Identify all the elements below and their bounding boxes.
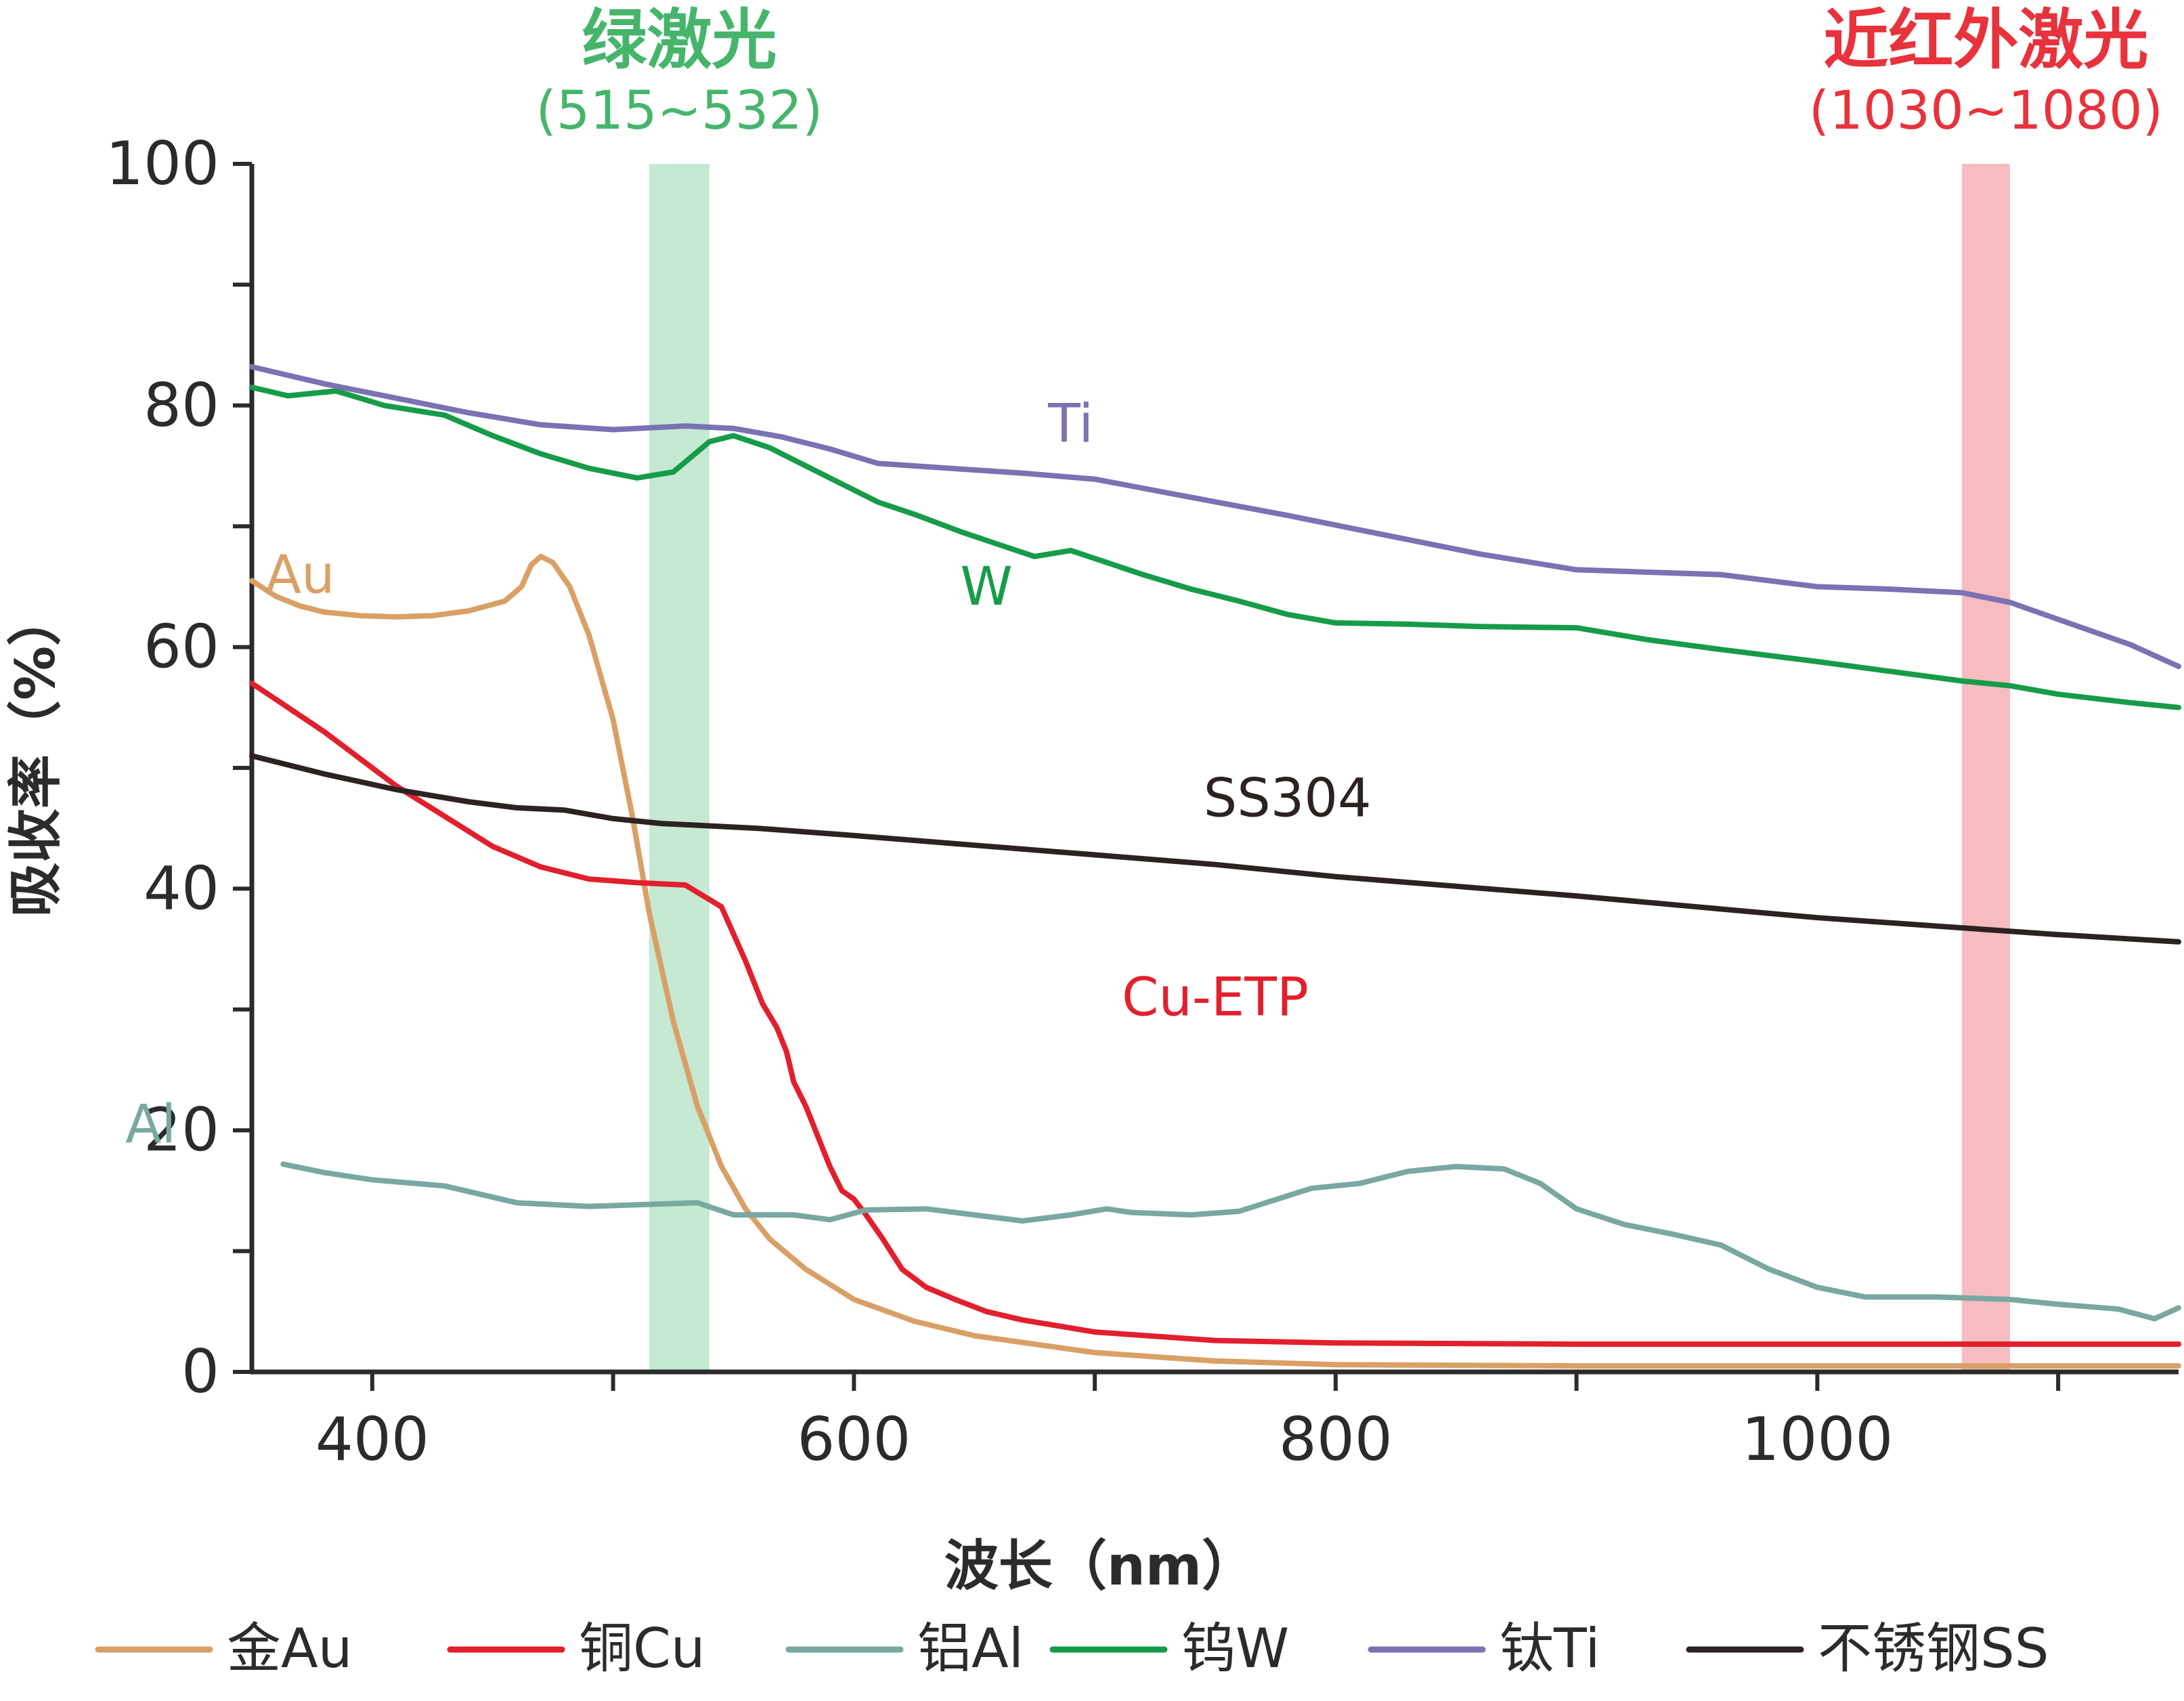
series-label-0: Au bbox=[265, 544, 335, 605]
x-axis-title: 波长（nm） bbox=[944, 1534, 1256, 1597]
laser-bands: 绿激光(515~532) 近红外激光(1030~1080) bbox=[536, 2, 2163, 1372]
series-line-0 bbox=[249, 553, 2181, 1369]
series-line-5 bbox=[249, 753, 2181, 945]
y-axis-title: 吸收率（%） bbox=[4, 592, 67, 917]
series-label-5: SS304 bbox=[1204, 768, 1372, 829]
y-tick-label: 60 bbox=[144, 612, 219, 682]
x-tick-label: 1000 bbox=[1741, 1404, 1893, 1474]
laser-band-0 bbox=[649, 164, 709, 1372]
laser-band-title: 绿激光 bbox=[582, 2, 777, 78]
series-labels: Au Cu-ETP Al W Ti SS304 bbox=[125, 393, 1372, 1155]
y-tick-label: 20 bbox=[144, 1095, 219, 1165]
legend-label-0: 金Au bbox=[227, 1617, 352, 1680]
legend-label-1: 铜Cu bbox=[579, 1617, 705, 1680]
y-tick-label: 80 bbox=[144, 370, 219, 440]
series-label-4: Ti bbox=[1047, 393, 1093, 454]
y-tick-label: 0 bbox=[181, 1337, 219, 1406]
laser-band-range: (515~532) bbox=[536, 81, 823, 142]
series-label-1: Cu-ETP bbox=[1122, 968, 1309, 1029]
series-line-4 bbox=[249, 364, 2181, 670]
legend: 金Au 铜Cu 铝Al 钨W 钛Ti 不锈钢SS bbox=[95, 1617, 2049, 1680]
y-tick-label: 100 bbox=[106, 129, 219, 198]
x-tick-label: 600 bbox=[797, 1404, 911, 1474]
laser-band-1 bbox=[1961, 164, 2010, 1372]
series-line-2 bbox=[280, 1161, 2181, 1322]
legend-label-5: 不锈钢SS bbox=[1818, 1617, 2049, 1680]
y-tick-label: 40 bbox=[144, 853, 219, 923]
legend-label-2: 铝Al bbox=[917, 1617, 1024, 1680]
series-label-3: W bbox=[960, 557, 1012, 618]
series-line-1 bbox=[249, 681, 2181, 1347]
series-lines bbox=[249, 364, 2181, 1369]
series-label-2: Al bbox=[125, 1094, 176, 1155]
legend-label-3: 钨W bbox=[1181, 1617, 1289, 1680]
series-line-3 bbox=[249, 385, 2181, 710]
axes: 0 20 40 60 80 100 400 600 800 1000 波长（nm） 吸收率（%） bbox=[4, 129, 2179, 1597]
laser-band-range: (1030~1080) bbox=[1809, 81, 2163, 142]
legend-label-4: 钛Ti bbox=[1500, 1617, 1600, 1680]
x-tick-label: 400 bbox=[315, 1404, 429, 1474]
laser-band-title: 近红外激光 bbox=[1823, 2, 2148, 78]
x-tick-label: 800 bbox=[1279, 1404, 1393, 1474]
